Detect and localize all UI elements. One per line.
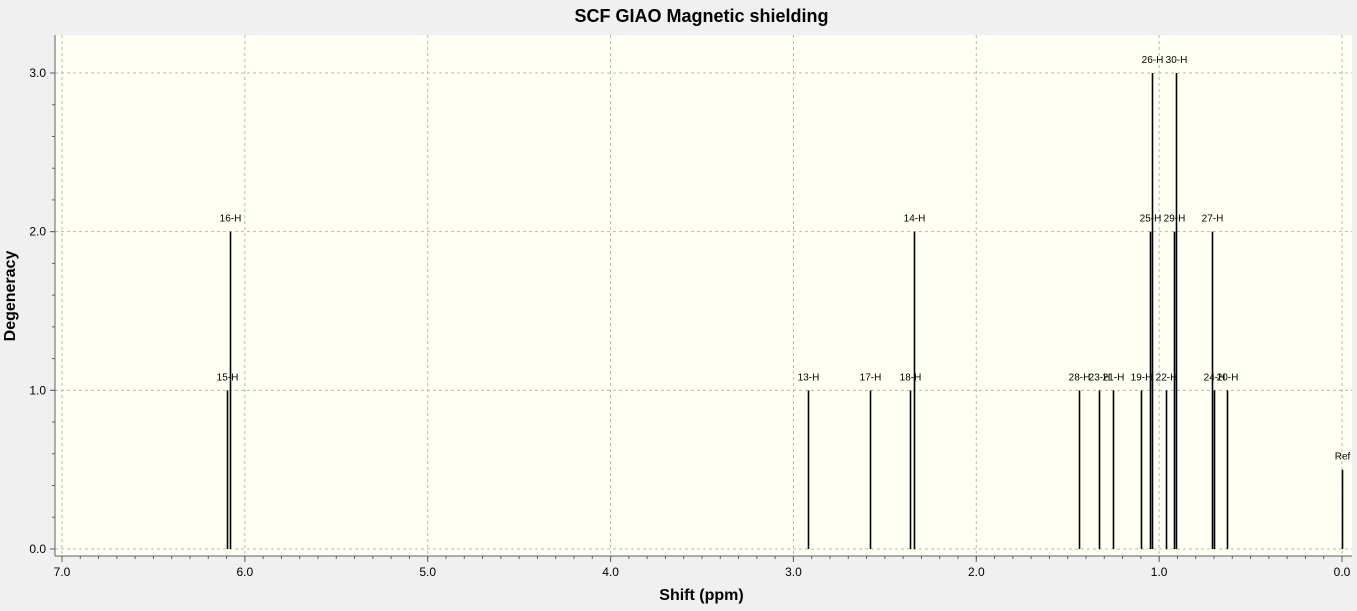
y-tick-label: 2.0	[29, 225, 46, 239]
peak-label: 28-H	[1069, 372, 1091, 383]
peak-label: Ref	[1335, 452, 1351, 463]
peak-label: 16-H	[220, 214, 242, 225]
peak-label: 24-H	[1204, 372, 1226, 383]
y-tick-label: 3.0	[29, 66, 46, 80]
peak-label: 19-H	[1131, 372, 1153, 383]
x-tick-label: 1.0	[1151, 565, 1168, 579]
grid-layer	[55, 35, 1352, 556]
peak-label: 25-H	[1140, 214, 1162, 225]
x-tick-label: 6.0	[237, 565, 254, 579]
peak-label: 30-H	[1166, 55, 1188, 66]
x-tick-label: 4.0	[602, 565, 619, 579]
plot-area	[55, 35, 1352, 556]
peak-label: 23-H	[1089, 372, 1111, 383]
peak-label: 26-H	[1142, 55, 1164, 66]
peak-label: 18-H	[900, 372, 922, 383]
x-tick-label: 0.0	[1334, 565, 1351, 579]
x-tick-label: 5.0	[419, 565, 436, 579]
peak-layer: 15-H 16-H 13-H 17-H 18-H 14-H 28-H23-H21-H 19-H…	[217, 55, 1351, 549]
x-axis-label: Shift (ppm)	[659, 587, 744, 604]
tick-layer: 7.0 6.0 5.0 4.0 3.0 2.0 1.0 0.0 0.0 1.0 2.0 3.0	[29, 66, 1350, 579]
y-tick-label: 1.0	[29, 383, 46, 397]
peak-label: 29-H	[1164, 214, 1186, 225]
peak-label: 27-H	[1202, 214, 1224, 225]
peak-label: 20-H	[1217, 372, 1239, 383]
peak-label: 13-H	[798, 372, 820, 383]
peak-label: 17-H	[860, 372, 882, 383]
y-tick-label: 0.0	[29, 542, 46, 556]
x-tick-label: 3.0	[785, 565, 802, 579]
peak-label: 21-H	[1103, 372, 1125, 383]
peak-label: 22-H	[1156, 372, 1178, 383]
x-tick-label: 7.0	[54, 565, 71, 579]
peak-label: 15-H	[217, 372, 239, 383]
chart-title: SCF GIAO Magnetic shielding	[574, 6, 829, 26]
peak-label: 14-H	[904, 214, 926, 225]
x-tick-label: 2.0	[968, 565, 985, 579]
